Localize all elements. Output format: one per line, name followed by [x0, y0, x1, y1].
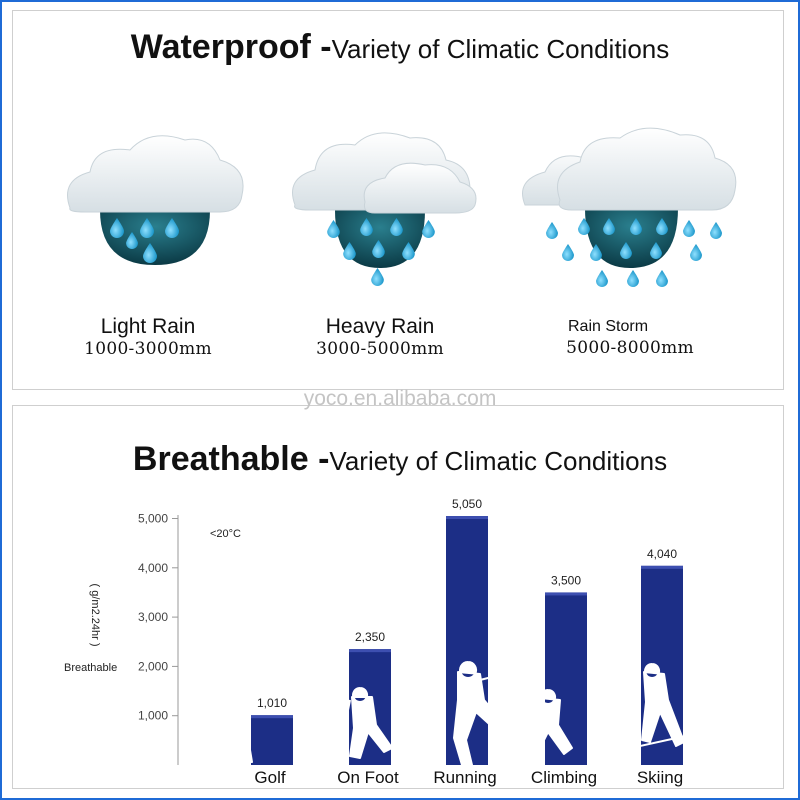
light-rain-range: 1000-3000mm [84, 339, 212, 359]
y-tick-label: 1,000 [138, 709, 168, 723]
bar-golf [251, 715, 293, 765]
y-axis-unit-label: ( g/m2.24hr ) [89, 584, 101, 647]
rain-storm-range: 5000-8000mm [566, 338, 694, 358]
climber-icon [529, 689, 573, 755]
y-tick-label: 2,000 [138, 659, 168, 673]
value-label: 1,010 [257, 696, 287, 710]
y-tick-label: 3,000 [138, 610, 168, 624]
bar-cap [349, 649, 391, 653]
bar-cap [545, 592, 587, 596]
y-axis-side-label: Breathable [64, 662, 117, 674]
value-label: 4,040 [647, 547, 677, 561]
cloud-rain-storm-icon [522, 127, 737, 287]
y-tick-label: 4,000 [138, 561, 168, 575]
category-label: On Foot [337, 768, 399, 787]
light-rain-label: Light Rain 1000-3000mm [58, 315, 238, 359]
rain-storm-name: Rain Storm [568, 318, 649, 335]
breathable-title-bold: Breathable - [132, 440, 330, 478]
temperature-annotation: <20°C [210, 528, 241, 540]
bar-cap [446, 516, 488, 520]
value-labels: 1,010 2,350 5,050 3,500 4,040 [257, 497, 677, 710]
category-label: Running [433, 768, 496, 787]
waterproof-heading: Waterproof -Variety of Climatic Conditio… [0, 28, 800, 67]
golfer-icon [217, 704, 253, 763]
category-label: Golf [254, 768, 285, 787]
value-label: 3,500 [551, 573, 581, 587]
light-rain-name: Light Rain [100, 315, 196, 338]
y-tick-label: 5,000 [138, 512, 168, 526]
bar-cap [251, 715, 293, 719]
value-label: 2,350 [355, 630, 385, 644]
waterproof-title-bold: Waterproof - [130, 28, 332, 66]
activity-silhouettes [217, 661, 691, 766]
watermark: yoco.en.alibaba.com [303, 387, 497, 410]
heavy-rain-range: 3000-5000mm [316, 339, 444, 359]
category-label: Skiing [637, 768, 683, 787]
rain-storm-label: Rain Storm 5000-8000mm [540, 318, 720, 358]
bar-cap [641, 565, 683, 569]
runner-icon [453, 661, 507, 766]
heavy-rain-name: Heavy Rain [325, 315, 435, 338]
cloud-light-rain-icon [67, 135, 244, 265]
breathable-title-rest: Variety of Climatic Conditions [329, 446, 668, 476]
hiker-icon [344, 687, 393, 759]
category-labels: Golf On Foot Running Climbing Skiing [254, 768, 683, 787]
cloud-heavy-rain-icon [292, 132, 477, 286]
breathable-heading: Breathable -Variety of Climatic Conditio… [0, 440, 800, 479]
heavy-rain-label: Heavy Rain 3000-5000mm [290, 315, 470, 359]
rain-illustrations [67, 127, 737, 287]
category-label: Climbing [531, 768, 597, 787]
value-label: 5,050 [452, 497, 482, 511]
waterproof-title-rest: Variety of Climatic Conditions [331, 34, 670, 64]
y-axis-ticks: 1,000 2,000 3,000 4,000 5,000 [138, 512, 178, 723]
skier-icon [621, 663, 691, 751]
